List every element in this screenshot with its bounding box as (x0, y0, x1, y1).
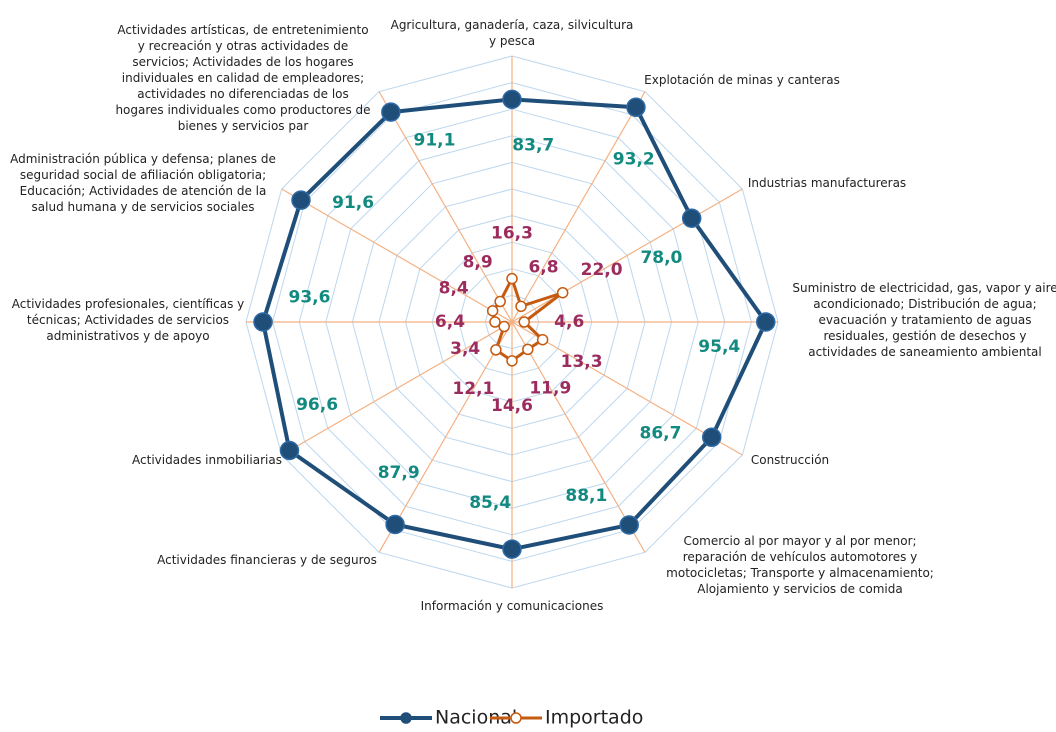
axis-line (281, 321, 513, 456)
category-label: Comercio al por mayor y al por menor; re… (666, 534, 934, 596)
category-label: Actividades financieras y de seguros (157, 553, 377, 567)
value-label: 13,3 (561, 352, 603, 372)
value-label: 6,4 (435, 312, 465, 332)
point (381, 102, 401, 122)
point (385, 514, 405, 535)
category-label: Construcción (750, 453, 830, 467)
point (536, 333, 549, 346)
value-label: 78,0 (640, 248, 682, 268)
legend-marker (400, 712, 412, 724)
point (498, 320, 510, 333)
legend-marker (510, 712, 522, 724)
value-label: 14,6 (491, 396, 533, 416)
value-label: 86,7 (640, 423, 682, 443)
category-label: Explotación de minas y canteras (644, 73, 840, 87)
value-label: 93,2 (613, 150, 655, 170)
value-label: 16,3 (491, 224, 533, 244)
point (279, 440, 300, 461)
value-label: 91,6 (332, 193, 374, 213)
value-label: 93,6 (289, 288, 331, 308)
value-label: 12,1 (452, 379, 494, 399)
axis-line (378, 91, 513, 323)
point (506, 355, 518, 367)
category-label: Actividades profesionales, científicas y… (11, 297, 245, 343)
value-label: 91,1 (414, 131, 456, 151)
value-label: 87,9 (378, 463, 420, 483)
point (253, 312, 273, 332)
point (756, 312, 776, 332)
axis-line (511, 321, 646, 553)
point (626, 97, 646, 118)
point (486, 305, 499, 317)
value-label: 22,0 (581, 260, 623, 280)
legend-label: Importado (545, 707, 643, 729)
point (291, 190, 311, 210)
point (556, 286, 569, 299)
value-label: 88,1 (565, 486, 607, 506)
axis-line (511, 188, 743, 323)
value-label: 6,8 (528, 257, 558, 277)
category-label: Suministro de electricidad, gas, vapor y… (792, 281, 1056, 359)
category-label: Agricultura, ganadería, caza, silvicultu… (390, 18, 634, 48)
point (522, 343, 534, 356)
series-line (261, 97, 768, 552)
legend-label: Nacional (435, 707, 517, 729)
point (701, 427, 722, 448)
axis-line (511, 91, 646, 323)
category-label: Actividades inmobiliarias (132, 453, 282, 467)
value-label: 85,4 (469, 493, 511, 513)
category-label: Administración pública y defensa; planes… (10, 152, 276, 214)
axis-line (281, 188, 513, 323)
category-label: Actividades artísticas, de entretenimien… (115, 23, 371, 133)
point (502, 539, 522, 559)
value-label: 83,7 (512, 136, 554, 156)
point (681, 208, 702, 229)
point (518, 316, 530, 328)
category-label: Información y comunicaciones (420, 599, 604, 613)
value-label: 11,9 (529, 378, 571, 398)
point (490, 344, 502, 356)
point (515, 300, 527, 313)
value-label: 95,4 (698, 337, 740, 357)
value-label: 8,4 (439, 278, 469, 298)
point (506, 272, 518, 285)
point (502, 89, 522, 110)
value-label: 96,6 (296, 395, 338, 415)
point (494, 295, 506, 308)
value-label: 3,4 (450, 339, 480, 359)
category-label: Industrias manufactureras (747, 176, 907, 190)
point (489, 316, 501, 328)
value-label: 4,6 (554, 312, 584, 332)
point (619, 515, 639, 535)
value-label: 8,9 (463, 253, 493, 273)
axis-line (378, 321, 513, 553)
